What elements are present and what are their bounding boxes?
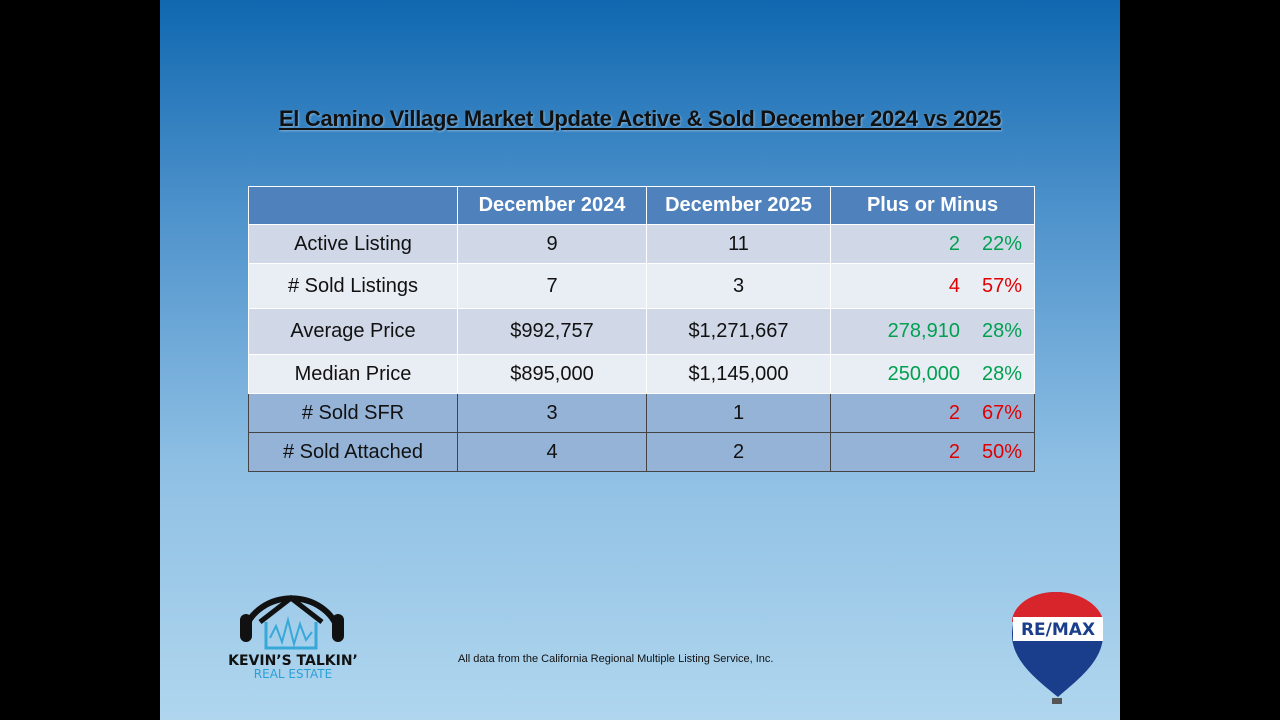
change-percent: 28% [981, 362, 1022, 385]
table-cell: 4 [457, 432, 647, 472]
change-percent: 50% [981, 440, 1022, 463]
remax-balloon: RE/MAX [1012, 592, 1103, 704]
change-percent: 28% [981, 320, 1022, 342]
header-row: December 2024 December 2025 Plus or Minu… [248, 186, 1035, 225]
table-cell: 3 [457, 393, 647, 433]
table-cell: # Sold Listings [248, 263, 458, 309]
market-table: December 2024 December 2025 Plus or Minu… [248, 186, 1035, 472]
table-cell: 2 [646, 432, 831, 472]
table-cell: $895,000 [457, 354, 647, 394]
table-cell: $992,757 [457, 308, 647, 355]
header-cell: December 2025 [646, 186, 831, 225]
change-cell: 2 50% [830, 432, 1035, 472]
header-cell: December 2024 [457, 186, 647, 225]
header-cell: Plus or Minus [830, 186, 1035, 225]
slide: El Camino Village Market Update Active &… [160, 0, 1120, 720]
table-row: Median Price $895,000 $1,145,000 250,000 28% [248, 354, 1035, 394]
table-cell: $1,145,000 [646, 354, 831, 394]
change-value: 2 [948, 401, 960, 424]
change-value: 2 [948, 232, 960, 255]
table-cell: Active Listing [248, 224, 458, 264]
table-row: Active Listing 9 11 2 22% [248, 224, 1035, 264]
table-cell: 11 [646, 224, 831, 264]
table-cell: 1 [646, 393, 831, 433]
change-cell: 2 67% [830, 393, 1035, 433]
change-cell: 4 57% [830, 263, 1035, 309]
change-value: 4 [948, 274, 960, 297]
change-value: 278,910 [887, 320, 960, 342]
table-cell: Median Price [248, 354, 458, 394]
table-row: # Sold Attached 4 2 2 50% [248, 432, 1035, 472]
table-row: # Sold Listings 7 3 4 57% [248, 263, 1035, 309]
table-cell: Average Price [248, 308, 458, 355]
change-value: 250,000 [887, 362, 960, 385]
remax-label: RE/MAX [1021, 620, 1095, 640]
table-cell: 7 [457, 263, 647, 309]
change-percent: 57% [981, 274, 1022, 297]
change-cell: 278,910 28% [830, 308, 1035, 355]
slide-title: El Camino Village Market Update Active &… [278, 106, 1002, 131]
change-cell: 250,000 28% [830, 354, 1035, 394]
footnote: All data from the California Regional Mu… [458, 653, 774, 665]
table-cell: 9 [457, 224, 647, 264]
logo-name: KEVIN’S TALKIN’ [228, 653, 358, 669]
change-percent: 67% [981, 401, 1022, 424]
table-cell: # Sold Attached [248, 432, 458, 472]
table-row: # Sold SFR 3 1 2 67% [248, 393, 1035, 433]
table-row: Average Price $992,757 $1,271,667 278,910 28… [248, 308, 1035, 355]
change-value: 2 [948, 440, 960, 463]
logo-sub: REAL ESTATE [254, 667, 332, 681]
change-cell: 2 22% [830, 224, 1035, 264]
header-cell [248, 186, 458, 225]
table-cell: # Sold SFR [248, 393, 458, 433]
table-cell: 3 [646, 263, 831, 309]
change-percent: 22% [981, 232, 1022, 255]
kevin-logo: KEVIN’S TALKIN’ REAL ESTATE [228, 594, 358, 681]
table-cell: $1,271,667 [646, 308, 831, 355]
